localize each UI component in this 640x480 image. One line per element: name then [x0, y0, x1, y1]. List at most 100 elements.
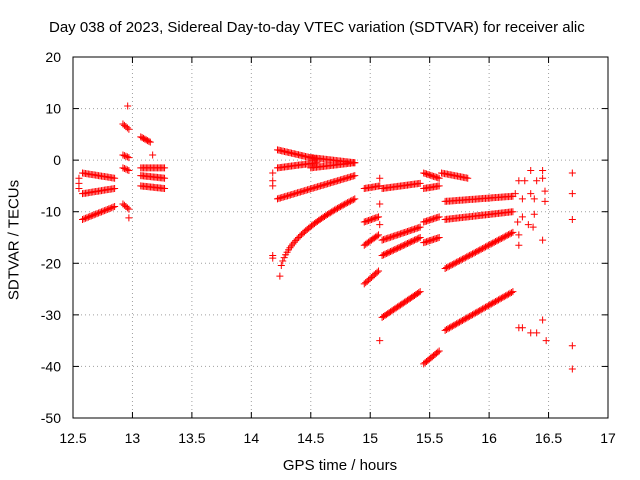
x-tick-label: 15	[362, 430, 378, 446]
data-point	[568, 342, 576, 350]
data-point	[103, 205, 111, 213]
data-point	[514, 218, 522, 226]
data-point	[375, 213, 383, 221]
data-point	[502, 232, 510, 240]
data-point	[373, 232, 381, 240]
data-point	[484, 302, 492, 310]
data-point	[505, 290, 513, 298]
data-point	[125, 205, 133, 213]
data-point	[524, 221, 532, 229]
y-tick-label: 20	[45, 49, 61, 65]
data-point	[469, 250, 477, 258]
data-point	[362, 218, 370, 226]
data-point	[450, 321, 458, 329]
data-point	[568, 190, 576, 198]
data-point	[443, 264, 451, 272]
data-point	[125, 166, 133, 174]
data-point	[351, 195, 359, 203]
y-tick-label: 10	[45, 101, 61, 117]
data-point	[539, 316, 547, 324]
data-point	[529, 223, 537, 231]
data-point	[541, 187, 549, 195]
data-point	[444, 325, 452, 333]
data-point	[96, 208, 104, 216]
data-point	[335, 203, 343, 211]
data-point	[568, 215, 576, 223]
data-point	[108, 204, 116, 212]
data-point	[360, 218, 368, 226]
data-point	[331, 206, 339, 214]
x-tick-label: 13	[125, 430, 141, 446]
data-point	[370, 214, 378, 222]
x-tick-label: 16.5	[535, 430, 562, 446]
data-point	[530, 195, 538, 203]
data-point	[505, 231, 513, 239]
data-point	[325, 210, 333, 218]
data-point	[338, 202, 346, 210]
data-point	[123, 124, 131, 132]
data-point	[461, 254, 469, 262]
data-point	[119, 164, 127, 172]
data-point	[441, 264, 449, 272]
data-point	[292, 237, 300, 245]
data-point	[120, 165, 128, 173]
data-point	[467, 312, 475, 320]
data-point	[363, 217, 371, 225]
data-point	[456, 318, 464, 326]
data-point	[372, 214, 380, 222]
data-point	[447, 261, 455, 269]
data-point	[111, 203, 119, 211]
data-point	[326, 209, 334, 217]
data-point	[375, 267, 383, 275]
data-point	[295, 234, 303, 241]
data-point	[460, 254, 468, 262]
data-point	[539, 236, 547, 244]
data-point	[539, 166, 547, 174]
data-point	[487, 240, 495, 248]
data-point	[515, 231, 523, 239]
data-point	[161, 174, 169, 182]
data-point	[95, 209, 103, 217]
data-point	[494, 236, 502, 244]
data-point	[289, 240, 297, 248]
data-point	[458, 316, 466, 324]
data-point	[518, 324, 526, 332]
data-point	[484, 241, 492, 249]
data-point	[500, 293, 508, 301]
y-tick-label: 0	[53, 152, 61, 168]
plot-frame	[72, 56, 609, 419]
data-point	[486, 241, 494, 249]
data-point	[123, 153, 131, 161]
data-point	[375, 231, 383, 239]
data-point	[496, 295, 504, 303]
data-point	[99, 207, 107, 215]
data-point	[499, 234, 507, 242]
data-point	[499, 293, 507, 301]
data-point	[149, 151, 157, 159]
data-point	[453, 258, 461, 266]
data-point	[416, 288, 424, 296]
data-point	[533, 177, 541, 185]
data-point	[480, 244, 488, 252]
data-point	[503, 291, 511, 299]
data-point	[509, 208, 517, 216]
data-point	[349, 196, 357, 204]
data-point	[415, 234, 423, 242]
data-point	[351, 159, 359, 167]
data-point	[527, 190, 535, 198]
data-point	[415, 289, 423, 297]
data-point	[81, 214, 89, 222]
data-point	[293, 235, 301, 243]
y-tick-label: -40	[41, 358, 61, 374]
data-point	[342, 199, 350, 207]
data-point	[434, 348, 442, 356]
data-point	[489, 299, 497, 307]
data-point	[83, 214, 91, 222]
y-tick-label: -30	[41, 307, 61, 323]
data-point	[503, 231, 511, 239]
data-point	[280, 254, 288, 262]
x-tick-label: 14	[244, 430, 260, 446]
data-point	[333, 204, 341, 212]
data-point	[75, 185, 83, 193]
data-point	[477, 306, 485, 314]
